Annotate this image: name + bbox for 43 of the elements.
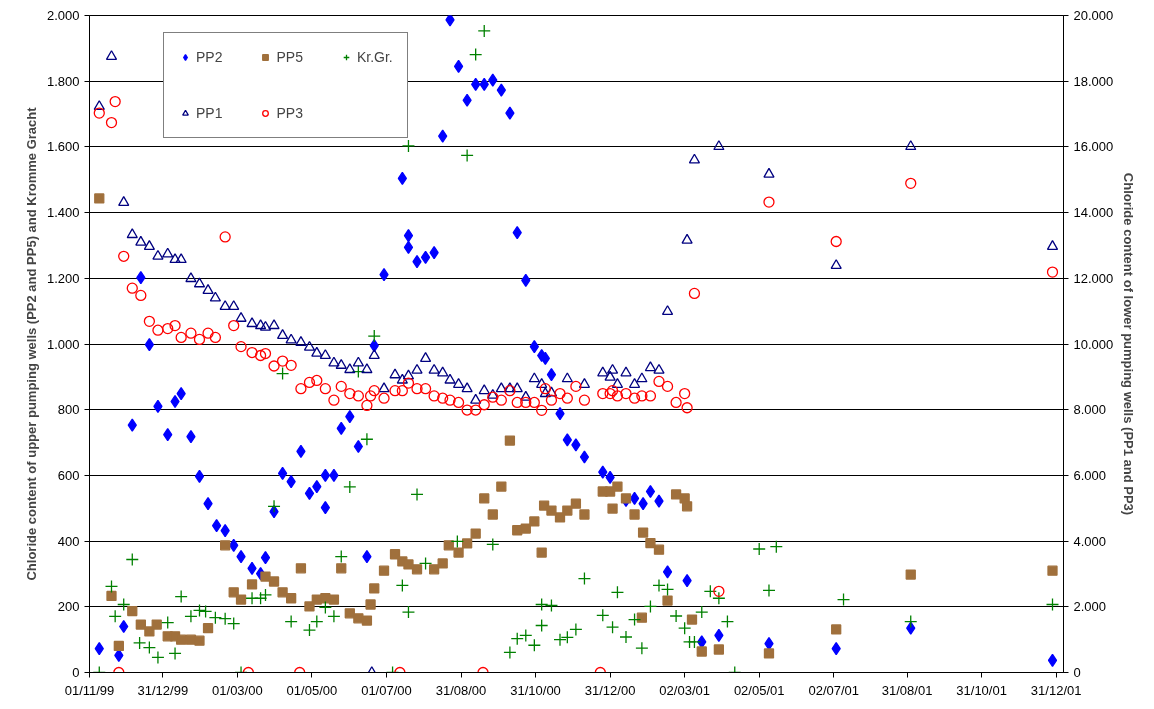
x-tick-label: 01/07/00 [361,682,412,698]
legend-label: PP3 [276,105,303,121]
y-tick-label: 1.000 [46,336,80,352]
y2-tick-label: 4.000 [1073,533,1107,549]
y-axis-title: Chloride content of upper pumping wells (PP2 and PP5) and Kromme Gracht [23,106,39,581]
x-tick-label: 02/03/01 [659,682,710,698]
x-tick-label: 31/08/00 [435,682,487,698]
y2-axis-title: Chloride content of lower pumping wells (PP1 and PP3) [1121,172,1137,516]
x-tick-label: 02/05/01 [733,682,785,698]
x-tick-label: 31/08/01 [881,682,933,698]
y2-tick-label: 18.000 [1073,73,1114,89]
y2-tick-label: 16.000 [1073,139,1114,155]
legend-label: Kr.Gr. [356,49,393,65]
y2-tick-label: 6.000 [1073,467,1107,483]
y-tick-label: 0 [72,665,80,680]
y2-tick-label: 10.000 [1073,336,1114,352]
y-tick-label: 1.400 [46,205,80,221]
x-tick-label: 31/12/01 [1030,682,1082,698]
x-tick-label: 01/05/00 [286,682,338,698]
y-tick-label: 1.200 [46,270,80,286]
y-tick-label: 2.000 [46,8,80,23]
x-tick-label: 31/12/00 [584,682,636,698]
y-tick-label: 1.800 [46,73,80,89]
y-tick-label: 800 [57,402,80,418]
y-tick-label: 200 [57,599,80,615]
y2-tick-label: 0 [1073,665,1081,680]
y2-tick-label: 2.000 [1073,599,1107,615]
x-tick-label: 01/03/00 [212,682,263,698]
y2-tick-label: 14.000 [1073,205,1114,221]
y2-tick-label: 8.000 [1073,402,1107,418]
legend-label: PP5 [276,49,303,65]
y-tick-label: 600 [57,467,80,483]
x-tick-label: 31/10/01 [956,682,1007,698]
y2-tick-label: 20.000 [1073,8,1114,23]
x-tick-label: 31/10/00 [510,682,561,698]
x-tick-label: 31/12/99 [137,682,189,698]
x-tick-label: 01/11/99 [64,682,115,698]
y-tick-label: 1.600 [46,139,80,155]
legend-label: PP2 [196,49,223,65]
x-tick-label: 02/07/01 [808,682,860,698]
legend-label: PP1 [196,105,223,121]
y-tick-label: 400 [57,533,80,549]
y2-tick-label: 12.000 [1073,270,1114,286]
